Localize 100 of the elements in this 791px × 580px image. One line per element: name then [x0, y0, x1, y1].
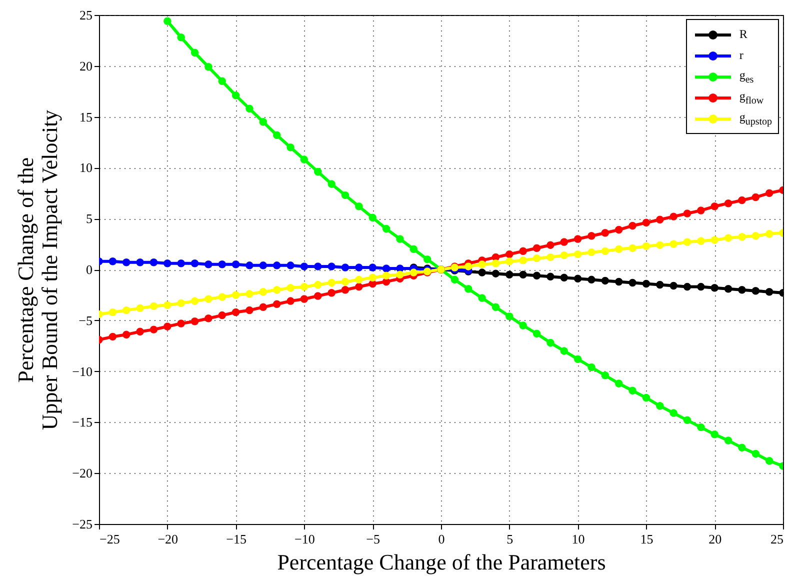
y-tick-label: 15 [80, 109, 92, 124]
y-tick-label: 0 [86, 262, 92, 277]
x-axis-title: Percentage Change of the Parameters [277, 550, 606, 574]
point [519, 256, 527, 264]
point [164, 301, 172, 309]
point [204, 295, 212, 303]
point [314, 168, 322, 176]
point [355, 276, 363, 284]
point [190, 318, 199, 326]
point [642, 218, 650, 227]
point [560, 238, 568, 246]
point [683, 282, 692, 291]
point [218, 293, 226, 301]
y-tick-label: −20 [72, 466, 92, 481]
point [519, 322, 527, 330]
point [272, 131, 281, 139]
point [492, 260, 500, 268]
point [328, 262, 336, 270]
point [272, 262, 281, 270]
point [300, 282, 308, 291]
point [341, 264, 350, 272]
point [190, 260, 199, 268]
point [628, 244, 636, 252]
point [246, 104, 254, 113]
point [122, 330, 130, 339]
point [341, 286, 350, 294]
point [190, 297, 199, 305]
point [328, 289, 336, 297]
point [259, 288, 268, 296]
y-tick-label: −25 [72, 516, 92, 532]
point [670, 282, 678, 290]
point [368, 274, 376, 282]
point [765, 189, 774, 198]
point [272, 300, 281, 308]
point [177, 299, 185, 307]
point [697, 206, 705, 214]
point [546, 338, 554, 347]
legend-label: g$_{flow}$ [739, 88, 764, 106]
point [574, 355, 582, 363]
point [697, 423, 705, 432]
point [752, 193, 760, 202]
point [341, 278, 350, 286]
point [286, 297, 294, 305]
point [286, 284, 294, 292]
point [190, 48, 199, 57]
x-tick-label: 0 [438, 532, 445, 546]
point [697, 282, 705, 291]
point [218, 260, 226, 268]
point [506, 257, 514, 266]
point [574, 274, 582, 283]
point [108, 332, 117, 341]
point [355, 202, 363, 210]
point [355, 282, 363, 291]
point [532, 254, 541, 262]
point [492, 303, 500, 312]
point [656, 216, 664, 224]
x-tick-label: −15 [226, 532, 246, 546]
point [286, 143, 294, 152]
x-tick-label: −20 [158, 532, 178, 546]
point [368, 214, 376, 222]
legend-label: R [739, 27, 748, 42]
point [628, 222, 636, 230]
point [532, 272, 541, 280]
point [328, 180, 336, 188]
point [601, 228, 610, 237]
point [642, 394, 650, 402]
point [532, 244, 541, 252]
x-tick-label: 10 [572, 532, 585, 546]
point [259, 303, 268, 312]
point [410, 268, 418, 276]
y-tick-label: 25 [80, 8, 92, 22]
point [382, 272, 390, 280]
point [574, 235, 582, 243]
point [738, 286, 746, 294]
point [560, 274, 568, 282]
legend-label: g$_{es}$ [739, 68, 754, 86]
point [122, 306, 130, 314]
point [396, 270, 404, 278]
point [368, 264, 376, 272]
legend-label: r [739, 48, 744, 63]
point [724, 284, 732, 293]
y-tick-label: 10 [80, 160, 92, 176]
point [272, 286, 281, 294]
point [560, 251, 568, 260]
point [150, 326, 158, 334]
point [656, 241, 664, 249]
y-tick-label: −5 [78, 312, 92, 328]
point [136, 328, 144, 336]
point [492, 270, 500, 278]
point [328, 278, 336, 287]
point [614, 245, 623, 254]
point [286, 262, 294, 270]
point [136, 258, 144, 266]
point [246, 306, 254, 314]
y-tick-label: −10 [72, 364, 92, 379]
point [752, 232, 760, 240]
point [628, 278, 636, 287]
point [588, 248, 596, 256]
point [164, 322, 172, 330]
point [601, 276, 610, 285]
